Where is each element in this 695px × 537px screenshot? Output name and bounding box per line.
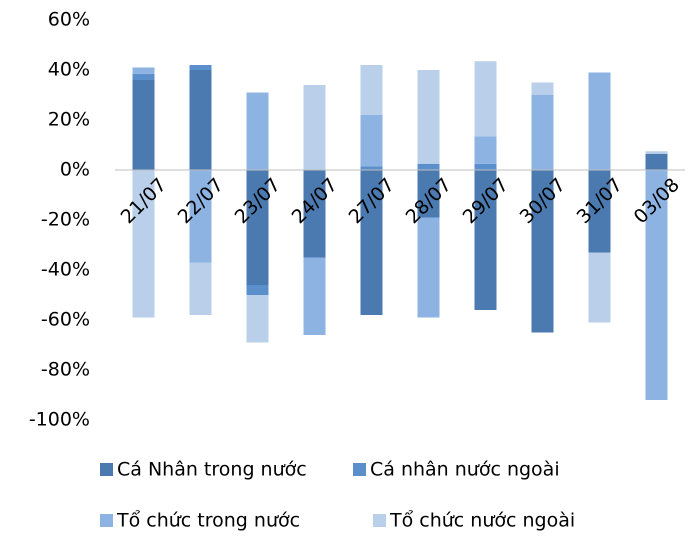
legend-label: Cá nhân nước ngoài (370, 459, 560, 481)
bar-segment (132, 80, 155, 170)
bar-segment (303, 257, 326, 335)
bar-segment (474, 170, 497, 310)
bar-segment (132, 73, 155, 80)
y-tick-label: 20% (48, 109, 90, 131)
bar-segment (360, 65, 383, 115)
bar-segment (189, 262, 212, 315)
bar-segment (645, 151, 668, 154)
bar-segment (531, 82, 554, 95)
bar-segment (246, 92, 269, 170)
bar-segment (531, 170, 554, 333)
legend-swatch (373, 514, 386, 527)
bar-segment (417, 170, 440, 218)
bar-segment (360, 170, 383, 315)
y-tick-label: 60% (48, 9, 90, 31)
y-tick-label: -80% (41, 359, 90, 381)
legend-swatch (100, 463, 113, 476)
bar-segment (246, 295, 269, 343)
bar-segment (417, 70, 440, 164)
y-tick-label: 0% (60, 159, 90, 181)
y-tick-label: 40% (48, 59, 90, 81)
legend-label: Tổ chức nước ngoài (389, 510, 575, 532)
bar-segment (588, 252, 611, 323)
bar-segment (474, 163, 497, 170)
bar-segment (246, 285, 269, 295)
legend-swatch (353, 463, 366, 476)
bar-segment (645, 153, 668, 170)
y-tick-label: -100% (29, 409, 90, 431)
bar-segment (246, 170, 269, 285)
bar-segment (531, 95, 554, 170)
bar-segment (360, 166, 383, 170)
legend-label: Cá Nhân trong nước (117, 459, 307, 481)
bar-segment (588, 72, 611, 170)
bar-segment (474, 136, 497, 164)
y-tick-label: -20% (41, 209, 90, 231)
bar-segment (360, 115, 383, 167)
bar-segment (417, 163, 440, 170)
bar-segment (189, 170, 212, 263)
bar-segment (132, 170, 155, 318)
y-tick-label: -60% (41, 309, 90, 331)
legend-label: Tổ chức trong nước (116, 510, 300, 532)
bar-segment (588, 170, 611, 253)
y-tick-label: -40% (41, 259, 90, 281)
bar-segment (303, 170, 326, 258)
legend-swatch (100, 514, 113, 527)
bar-segment (303, 85, 326, 170)
bar-segment (645, 170, 668, 400)
bar-segment (474, 61, 497, 137)
bar-segment (417, 217, 440, 318)
bar-segment (132, 67, 155, 74)
bar-segment (189, 65, 212, 70)
bar-segment (189, 70, 212, 170)
